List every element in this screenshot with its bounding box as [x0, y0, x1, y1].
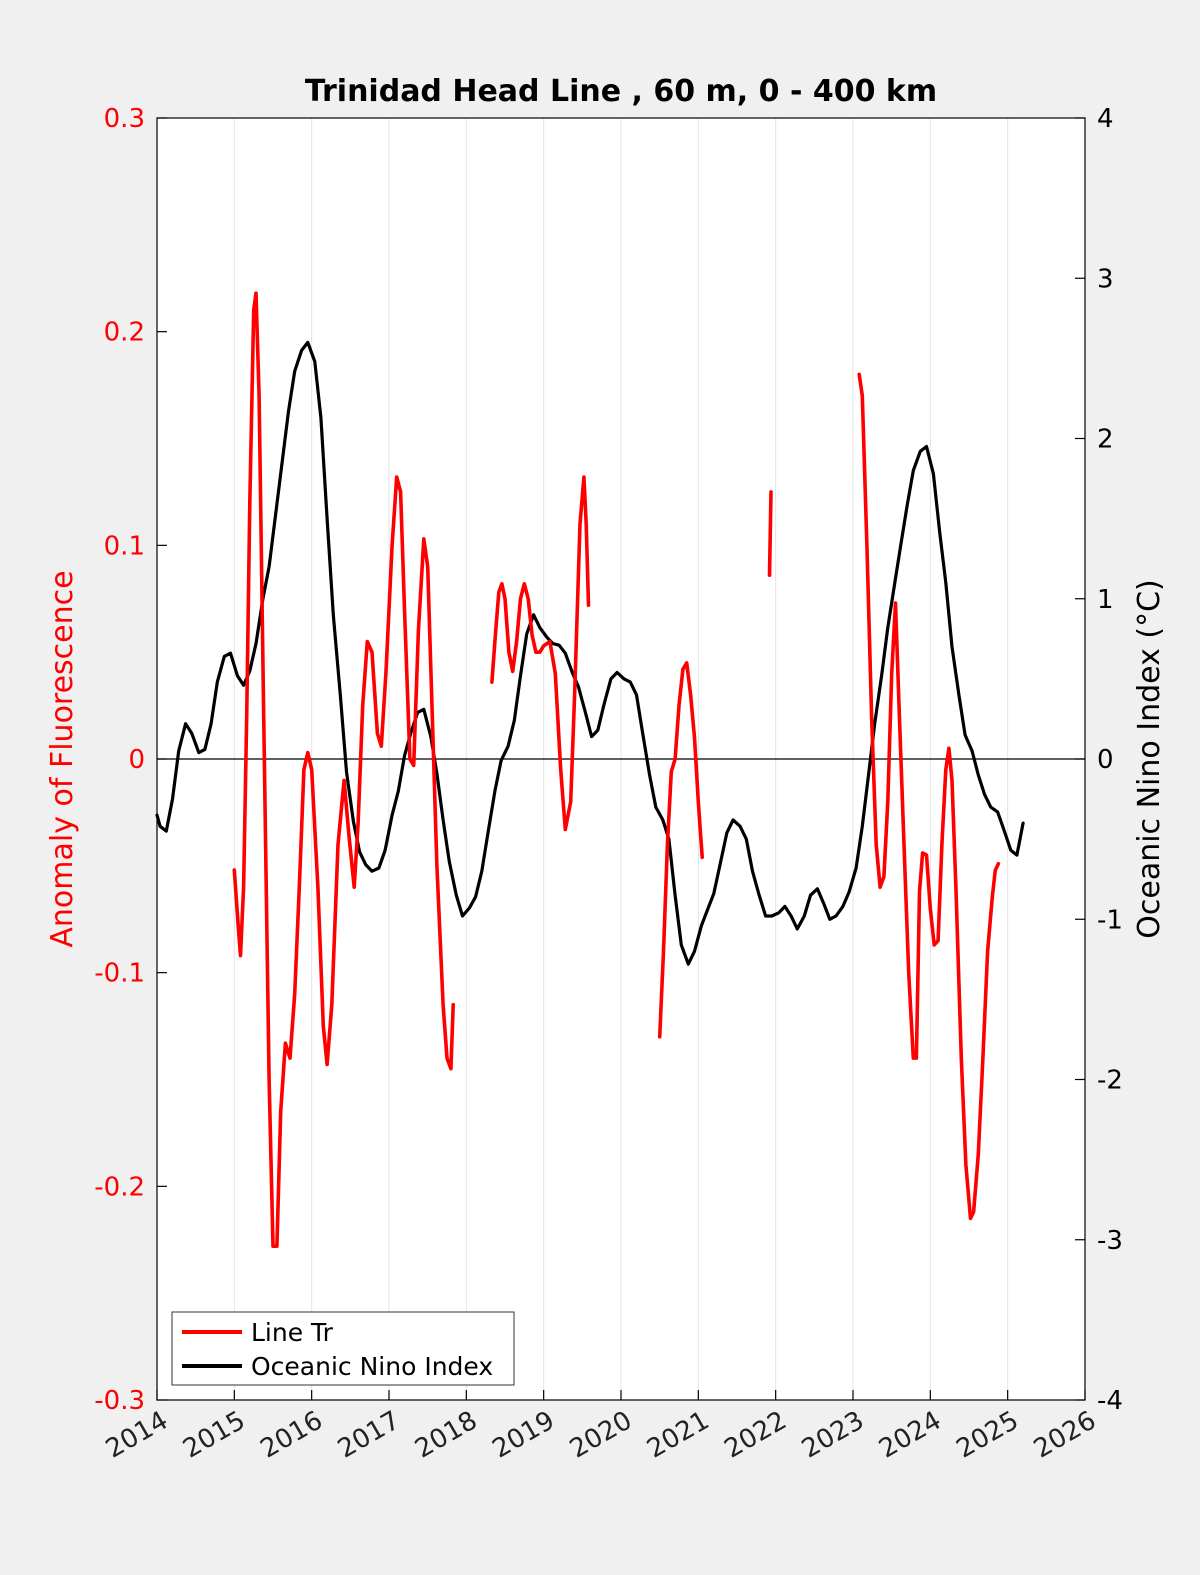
legend-label-line-tr: Line Tr [251, 1318, 334, 1347]
y-left-tick-label: 0.2 [104, 318, 145, 348]
x-tick-label: 2025 [952, 1406, 1024, 1465]
x-axis: 2014 2015 2016 2017 2018 2019 2020 2021 2022 2023… [101, 1390, 1101, 1465]
x-tick-label: 2023 [797, 1406, 869, 1465]
series-layer [155, 291, 1025, 1248]
y-right-tick-label: -1 [1097, 905, 1123, 935]
y-left-tick-label: 0.3 [104, 104, 145, 134]
right-axis: -4 -3 -2 -1 0 1 2 3 4 [1075, 104, 1123, 1416]
x-tick-label: 2026 [1029, 1406, 1101, 1465]
y-right-tick-label: 0 [1097, 745, 1114, 775]
y-right-tick-label: -4 [1097, 1386, 1123, 1416]
x-tick-label: 2015 [178, 1406, 250, 1465]
x-tick-label: 2024 [874, 1406, 946, 1465]
x-tick-label: 2022 [720, 1406, 792, 1465]
y-right-tick-label: 4 [1097, 104, 1114, 134]
x-tick-label: 2016 [256, 1406, 328, 1465]
y-left-tick-label: 0.1 [104, 531, 145, 561]
y-axis-left-label: Anomaly of Fluorescence [45, 570, 80, 947]
y-left-tick-label: 0 [128, 745, 145, 775]
series-line-tr-segment-2 [657, 661, 705, 1039]
y-left-tick-label: -0.3 [94, 1386, 145, 1416]
series-line-tr-segment-1 [490, 475, 591, 832]
y-right-tick-label: 1 [1097, 585, 1114, 615]
x-tick-label: 2018 [410, 1406, 482, 1465]
x-tick-label: 2021 [642, 1406, 714, 1465]
y-right-tick-label: 2 [1097, 425, 1114, 455]
y-axis-right-label: Oceanic Nino Index (°C) [1132, 579, 1167, 939]
y-right-tick-label: -2 [1097, 1066, 1123, 1096]
x-tick-label: 2020 [565, 1406, 637, 1465]
left-axis: -0.3 -0.2 -0.1 0 0.1 0.2 0.3 [94, 104, 167, 1416]
series-oni-segment-0 [155, 340, 1025, 966]
series-line-tr-segment-4 [857, 372, 1001, 1221]
y-right-tick-label: -3 [1097, 1226, 1123, 1256]
legend-box [171, 1311, 515, 1386]
y-right-tick-label: 3 [1097, 264, 1114, 294]
chart-title: Trinidad Head Line , 60 m, 0 - 400 km [305, 74, 937, 109]
legend-label-oni: Oceanic Nino Index [251, 1352, 493, 1381]
series-line-tr-segment-3 [767, 490, 773, 578]
legend: Line Tr Oceanic Nino Index [171, 1311, 515, 1386]
x-tick-label: 2017 [333, 1406, 405, 1465]
series-line-tr-segment-0 [232, 291, 456, 1248]
y-left-tick-label: -0.1 [94, 959, 145, 989]
x-tick-label: 2019 [488, 1406, 560, 1465]
y-left-tick-label: -0.2 [94, 1172, 145, 1202]
